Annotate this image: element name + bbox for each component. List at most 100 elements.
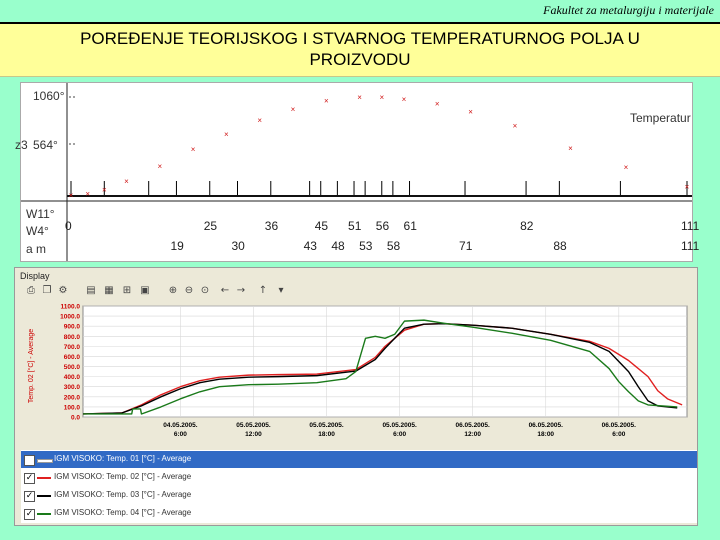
chart-y-tick-label: 0.0 (71, 415, 80, 422)
chart-x-tick-label: 06.05.2005. (529, 422, 564, 429)
theory-panel: × × × × × × × × × × × × × × × × × × × 1060° z3 564° Temper… (15, 82, 699, 262)
chart-x-tick-label: 06.05.2005. (456, 422, 491, 429)
theory-curve-point: × (568, 144, 573, 153)
theory-row-label-w11: W11° (26, 207, 55, 221)
theory-row2-value: 111 (681, 239, 700, 253)
legend-color-swatch (37, 459, 53, 463)
chart-series-line (83, 319, 678, 415)
export-icon[interactable]: ▣ (140, 285, 150, 296)
faculty-label: Fakultet za metalurgiju i materijale (543, 3, 714, 17)
chart-x-tick-label: 05.05.2005. (236, 422, 271, 429)
chart-x-tick-label: 6:00 (174, 431, 187, 438)
theory-curve-point: × (324, 97, 329, 106)
chart-x-tick-label: 18:00 (318, 431, 335, 438)
chart-y-tick-label: 100.0 (64, 404, 81, 411)
theory-curve-point: × (69, 191, 74, 200)
print-icon[interactable]: ⎙ (27, 285, 35, 296)
copy-icon[interactable]: ❐ (42, 285, 52, 296)
theory-curve-point: × (624, 163, 629, 172)
legend-row[interactable]: ✓ IGM VISOKO: Temp. 03 [°C] - Average (21, 487, 697, 504)
chart-y-tick-label: 200.0 (64, 394, 81, 401)
arrow-left-icon[interactable]: ← (220, 285, 230, 296)
theory-row-label-am: a m (26, 242, 47, 256)
chart-y-tick-label: 800.0 (64, 334, 81, 341)
scale-icon[interactable]: ⊞ (122, 285, 132, 296)
theory-curve-point: × (435, 99, 440, 108)
chart-series-line (82, 322, 678, 415)
legend-color-swatch (37, 477, 51, 479)
display-window: Display ⎙ ❐ ⚙ ▤ ▦ ⊞ ▣ ⊕ ⊖ ⊙ ← → ↑ ▾ 0.0 1… (14, 267, 698, 526)
theory-curve-point: × (379, 93, 384, 102)
display-toolbar: ⎙ ❐ ⚙ ▤ ▦ ⊞ ▣ ⊕ ⊖ ⊙ ← → ↑ ▾ (19, 284, 691, 302)
legend-checkbox[interactable]: ✓ (24, 473, 35, 484)
chart-x-tick-label: 05.05.2005. (382, 422, 417, 429)
table-icon[interactable]: ▤ (86, 285, 96, 296)
theory-row-label-w4: W4° (26, 224, 49, 238)
chart-x-tick-label: 12:00 (464, 431, 481, 438)
legend-row[interactable]: IGM VISOKO: Temp. 01 [°C] - Average (21, 451, 697, 468)
display-label: Display (20, 271, 50, 281)
legend-checkbox[interactable]: ✓ (24, 491, 35, 502)
theory-legend-label: Temperatur (630, 111, 691, 125)
theory-row2-value: 58 (386, 239, 401, 253)
chart-y-tick-label: 600.0 (64, 354, 81, 361)
dropdown-icon[interactable]: ▾ (278, 285, 284, 296)
chart-x-tick-label: 6:00 (393, 431, 406, 438)
legend-row[interactable]: ✓ IGM VISOKO: Temp. 04 [°C] - Average (21, 505, 697, 522)
theory-row1-value: 25 (203, 219, 218, 233)
chart-x-tick-label: 12:00 (245, 431, 262, 438)
theory-row2-value: 48 (331, 239, 345, 253)
arrow-right-icon[interactable]: → (236, 285, 246, 296)
chart-x-tick-label: 04.05.2005. (163, 422, 198, 429)
chart-x-tick-label: 06.05.2005. (602, 422, 637, 429)
theory-curve-point: × (685, 183, 690, 192)
chart-y-tick-label: 300.0 (64, 384, 81, 391)
theory-curve-point: × (468, 108, 473, 117)
theory-curve-point: × (102, 185, 107, 194)
theory-plot: × × × × × × × × × × × × × × × × × × × (21, 83, 692, 261)
chart-y-axis-label: Temp. 02 [°C] - Average (27, 329, 35, 403)
chart-y-tick-label: 900.0 (64, 324, 81, 331)
theory-row2-value: 71 (459, 239, 473, 253)
theory-curve-point: × (291, 105, 296, 114)
theory-row1-value: 36 (264, 219, 279, 233)
chart-y-tick-label: 1000.0 (60, 314, 80, 321)
zoom-in-icon[interactable]: ⊕ (168, 285, 178, 296)
theory-row1-value: 45 (314, 219, 329, 233)
legend-label: IGM VISOKO: Temp. 03 [°C] - Average (54, 490, 192, 499)
theory-curve-point: × (402, 95, 407, 104)
theory-curve-point: × (513, 122, 518, 131)
settings-icon[interactable]: ⚙ (58, 285, 68, 296)
arrow-up-icon[interactable]: ↑ (258, 285, 268, 296)
legend-label: IGM VISOKO: Temp. 02 [°C] - Average (54, 472, 192, 481)
legend-row[interactable]: ✓ IGM VISOKO: Temp. 02 [°C] - Average (21, 469, 697, 486)
legend-checkbox[interactable]: ✓ (24, 509, 35, 520)
legend-checkbox[interactable] (24, 455, 35, 466)
temperature-chart: 0.0 100.0 200.0 300.0 400.0 500.0 600.0 700.0 80… (27, 304, 688, 438)
grid-icon[interactable]: ▦ (104, 285, 114, 296)
theory-curve-point: × (124, 177, 129, 186)
theory-row1-value: 56 (375, 219, 390, 233)
theory-row2-value: 53 (359, 239, 373, 253)
zoom-reset-icon[interactable]: ⊙ (200, 285, 210, 296)
legend-color-swatch (37, 495, 51, 497)
chart-y-tick-label: 400.0 (64, 374, 81, 381)
chart-y-tick-label: 700.0 (64, 344, 81, 351)
theory-row1-value: 0 (65, 219, 72, 233)
slide-title-line1: POREĐENJE TEORIJSKOG I STVARNOG TEMPERAT… (80, 29, 640, 48)
theory-row1-value: 51 (348, 219, 362, 233)
theory-curve-point: × (191, 145, 196, 154)
zoom-out-icon[interactable]: ⊖ (184, 285, 194, 296)
chart-x-tick-label: 18:00 (537, 431, 554, 438)
theory-curve-point: × (157, 162, 162, 171)
theory-row1-value: 111 (681, 219, 700, 233)
theory-row1-value: 82 (520, 219, 534, 233)
theory-curve-point: × (224, 130, 229, 139)
legend-label: IGM VISOKO: Temp. 01 [°C] - Average (54, 454, 192, 463)
theory-row2-value: 88 (553, 239, 567, 253)
legend-label: IGM VISOKO: Temp. 04 [°C] - Average (54, 508, 192, 517)
slide-title-bar: POREĐENJE TEORIJSKOG I STVARNOG TEMPERAT… (0, 22, 720, 77)
theory-y-mid-label: 564° (33, 138, 58, 152)
theory-row2-value: 43 (303, 239, 317, 253)
theory-zone-label: z3 (15, 138, 28, 152)
